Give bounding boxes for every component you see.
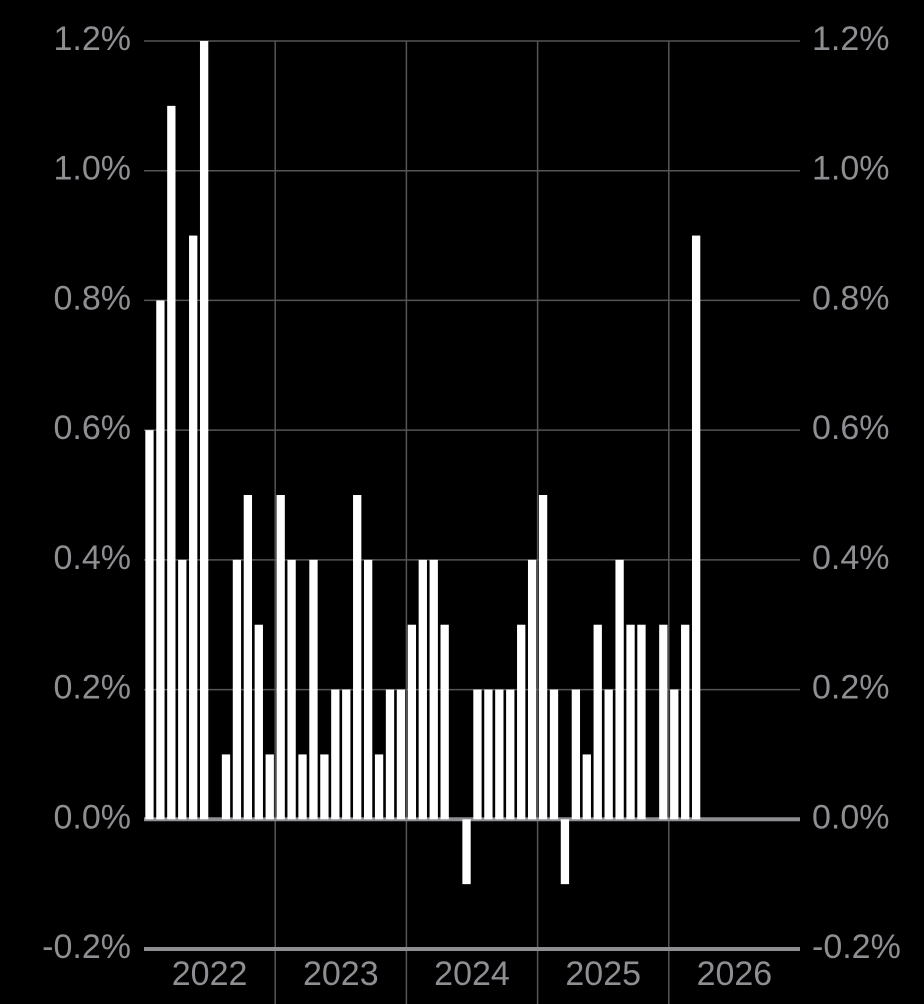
bar: [571, 689, 581, 820]
bar: [232, 559, 242, 820]
bar: [156, 300, 165, 820]
bar: [221, 754, 231, 820]
bar: [593, 624, 602, 820]
bar: [440, 624, 449, 820]
y2-tick-label: 1.0%: [812, 150, 890, 188]
bar: [243, 495, 253, 820]
y-tick-label: 0.6%: [54, 409, 132, 447]
bar: [527, 559, 537, 820]
bar: [353, 495, 362, 820]
x-tick-label: 2022: [172, 955, 248, 993]
y-tick-label: -0.2%: [42, 928, 131, 966]
bar: [396, 689, 406, 820]
bar: [265, 754, 274, 820]
y2-tick-label: 0.2%: [812, 669, 890, 707]
y2-tick-label: 0.0%: [812, 798, 890, 836]
bar: [637, 624, 646, 820]
y-tick-label: 0.0%: [54, 798, 132, 836]
bar: [363, 559, 373, 820]
y2-tick-label: 0.4%: [812, 539, 890, 577]
bar: [320, 754, 329, 820]
y-tick-label: 0.8%: [54, 279, 132, 317]
bar: [604, 689, 613, 820]
bar: [429, 559, 438, 820]
bar: [549, 689, 559, 820]
bar: [145, 430, 154, 820]
bar: [582, 754, 591, 820]
y2-tick-label: -0.2%: [812, 928, 901, 966]
x-tick-label: 2025: [565, 955, 641, 993]
y2-tick-label: 0.8%: [812, 279, 890, 317]
bar: [167, 105, 176, 820]
bar: [538, 495, 548, 820]
x-tick-label: 2026: [697, 955, 773, 993]
bar: [385, 689, 395, 820]
y-tick-label: 1.2%: [54, 20, 132, 58]
bar: [670, 689, 679, 820]
bar: [309, 559, 318, 820]
bar: [506, 689, 515, 820]
y2-tick-label: 1.2%: [812, 20, 890, 58]
bar: [178, 559, 187, 820]
bar: [254, 624, 263, 820]
bar: [615, 559, 624, 820]
bar: [407, 624, 417, 820]
bar: [473, 689, 482, 820]
bar: [276, 495, 285, 820]
bar: [484, 689, 493, 820]
bar: [681, 624, 690, 820]
bar: [199, 41, 209, 820]
bar: [659, 624, 668, 820]
bar: [374, 754, 384, 820]
bar: [189, 235, 198, 820]
bar: [560, 819, 570, 885]
bar: [626, 624, 635, 820]
bar: [342, 689, 351, 820]
bar: [418, 559, 427, 820]
bar: [287, 559, 296, 820]
x-tick-label: 2024: [434, 955, 510, 993]
bar: [331, 689, 340, 820]
bar: [691, 235, 701, 820]
y-tick-label: 0.4%: [54, 539, 132, 577]
y-tick-label: 0.2%: [54, 669, 132, 707]
y2-tick-label: 0.6%: [812, 409, 890, 447]
bar: [517, 624, 526, 820]
y-tick-label: 1.0%: [54, 150, 132, 188]
bar: [298, 754, 307, 820]
bar: [495, 689, 504, 820]
x-tick-label: 2023: [303, 955, 379, 993]
bar: [462, 819, 471, 885]
